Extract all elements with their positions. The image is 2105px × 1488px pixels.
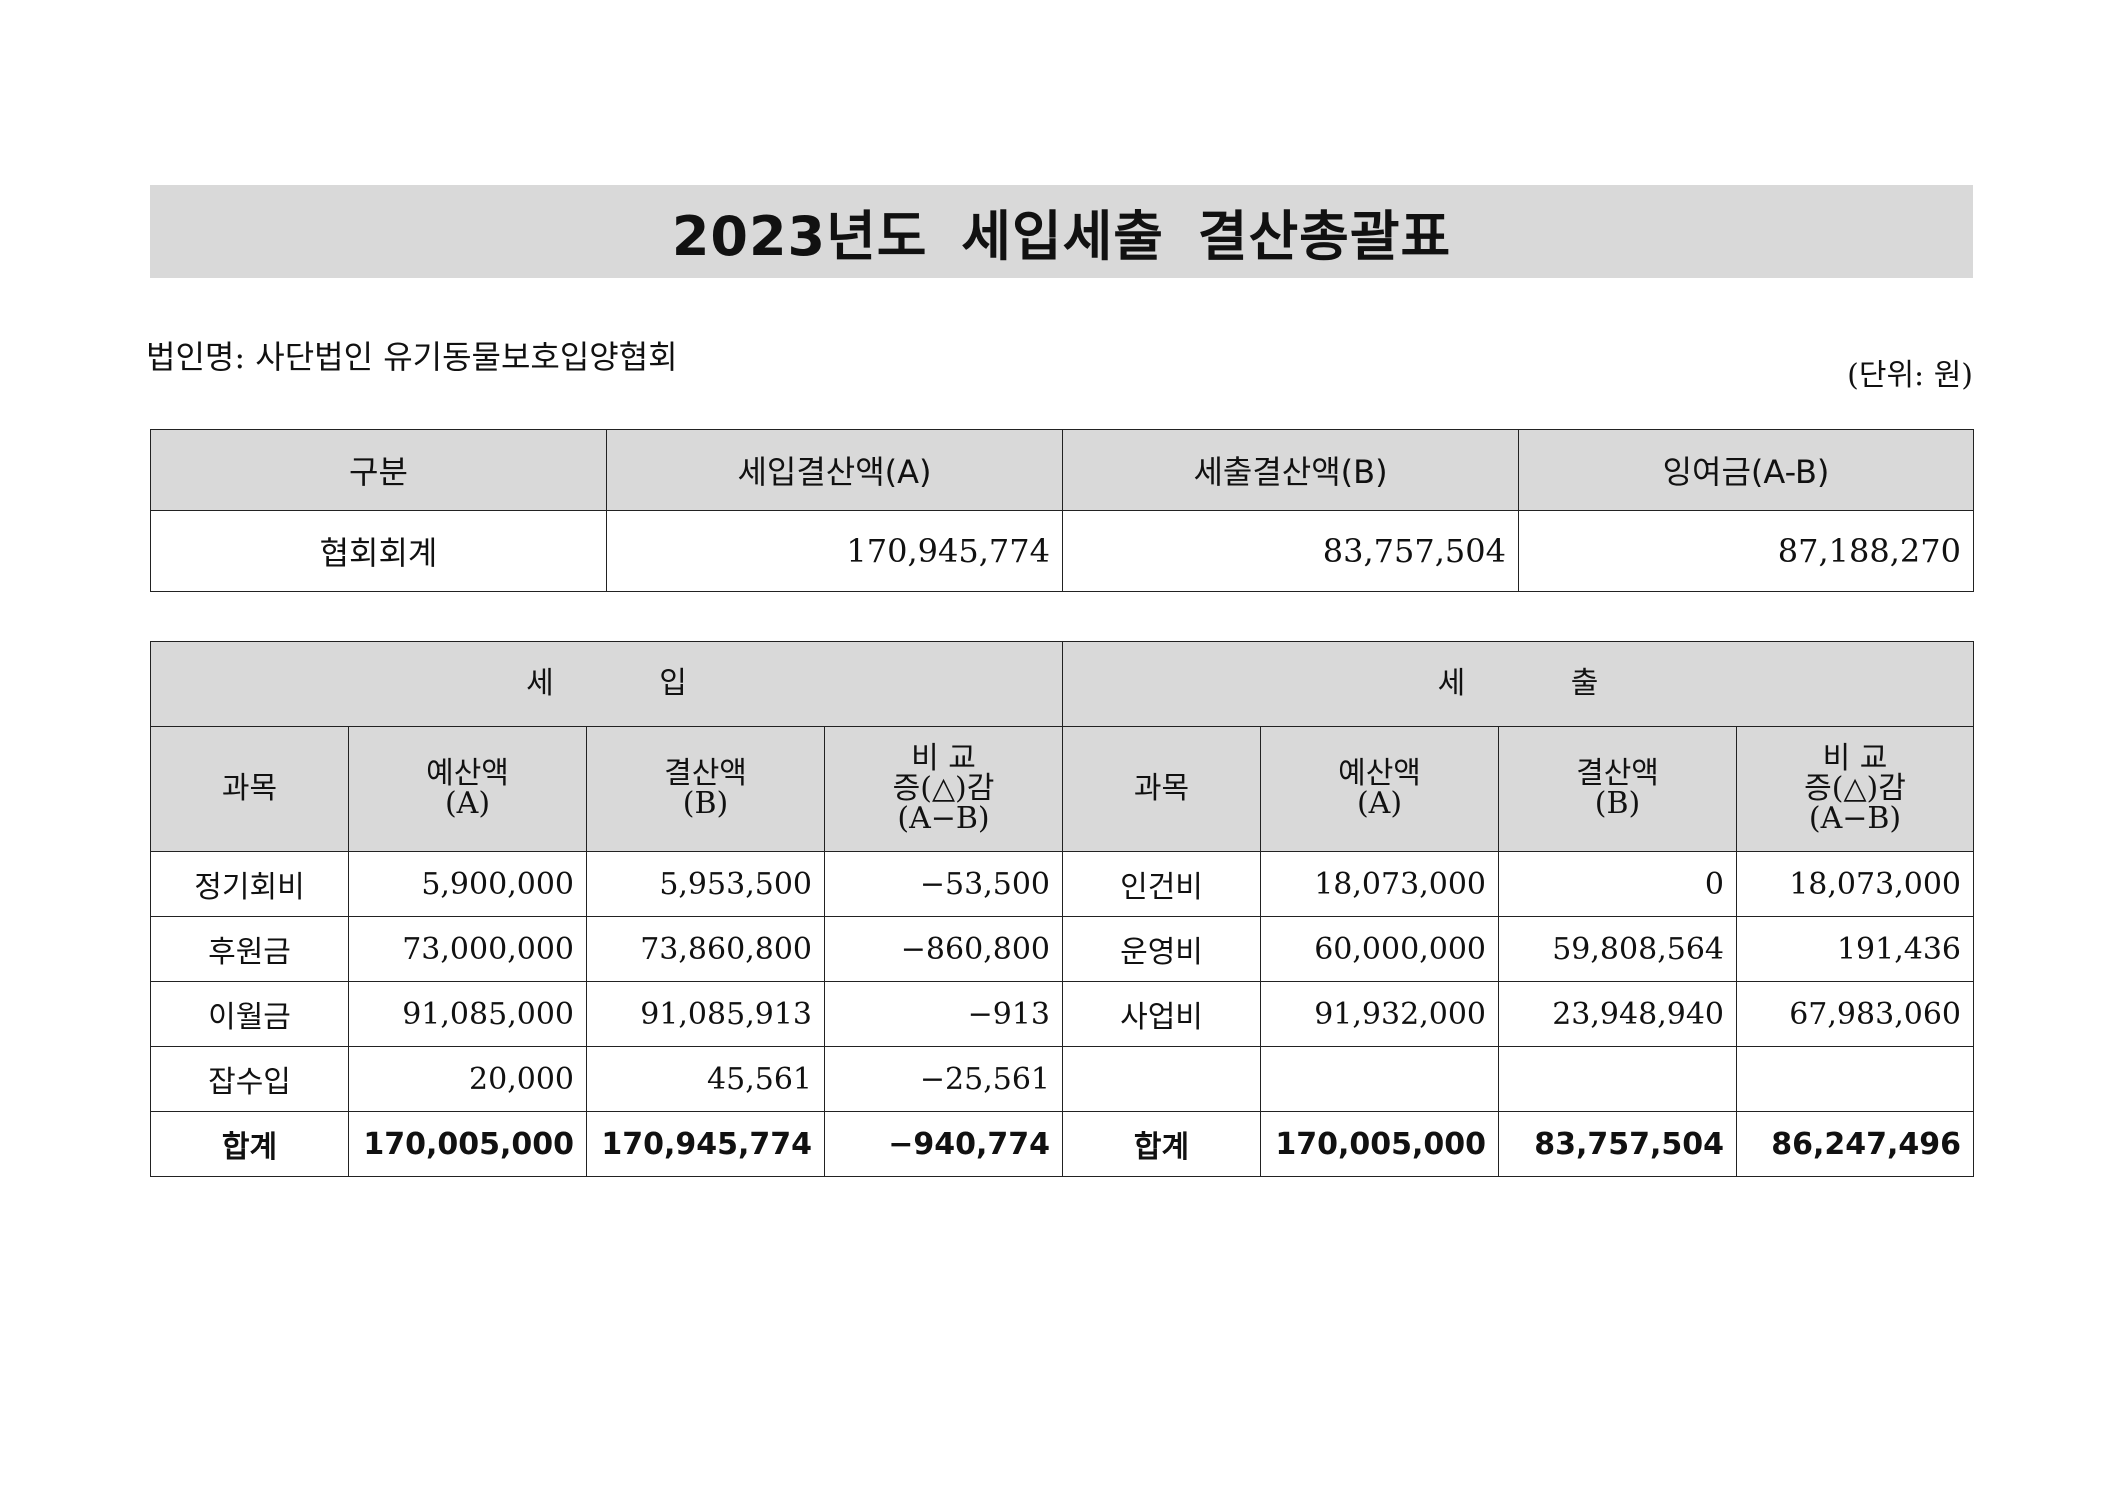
- expense-diff: [1736, 1046, 1974, 1112]
- expense-settled: 59,808,564: [1498, 916, 1737, 982]
- revenue-settled: 45,561: [586, 1046, 825, 1112]
- summary-header-expense: 세출결산액(B): [1062, 429, 1519, 511]
- table-row: 정기회비 5,900,000 5,953,500 −53,500 인건비 18,…: [150, 851, 1974, 917]
- revenue-total-budget: 170,005,000: [348, 1111, 587, 1177]
- expense-subject: 인건비: [1062, 851, 1261, 917]
- expense-group-label: 세 출: [1437, 666, 1647, 701]
- revenue-col-settled: 결산액 (B): [586, 726, 825, 852]
- revenue-settled: 91,085,913: [586, 981, 825, 1047]
- revenue-total-settled: 170,945,774: [586, 1111, 825, 1177]
- expense-diff: 18,073,000: [1736, 851, 1974, 917]
- col-diff-line1: 비 교: [911, 741, 976, 776]
- col-budget-line2: (A): [444, 786, 491, 821]
- revenue-settled: 73,860,800: [586, 916, 825, 982]
- revenue-group-header: 세 입: [150, 641, 1063, 727]
- revenue-budget: 5,900,000: [348, 851, 587, 917]
- expense-settled: [1498, 1046, 1737, 1112]
- page-title: 2023년도 세입세출 결산총괄표: [671, 205, 1452, 268]
- expense-diff: 191,436: [1736, 916, 1974, 982]
- detail-group-row: 세 입 세 출: [150, 641, 1974, 727]
- expense-settled: 23,948,940: [1498, 981, 1737, 1047]
- expense-subject: 사업비: [1062, 981, 1261, 1047]
- table-row: 잡수입 20,000 45,561 −25,561: [150, 1046, 1974, 1112]
- expense-diff: 67,983,060: [1736, 981, 1974, 1047]
- expense-subject: 운영비: [1062, 916, 1261, 982]
- summary-header-category: 구분: [150, 429, 607, 511]
- col-budget-line1: 예산액: [426, 756, 509, 791]
- revenue-subject: 잡수입: [150, 1046, 349, 1112]
- revenue-settled: 5,953,500: [586, 851, 825, 917]
- expense-budget: 60,000,000: [1260, 916, 1499, 982]
- revenue-budget: 20,000: [348, 1046, 587, 1112]
- expense-col-budget: 예산액 (A): [1260, 726, 1499, 852]
- detail-header-row: 과목 예산액 (A) 결산액 (B) 비 교 증(△)감 (A−B) 과목 예산…: [150, 726, 1974, 852]
- revenue-subject: 이월금: [150, 981, 349, 1047]
- summary-label: 협회회계: [150, 510, 607, 592]
- revenue-group-label: 세 입: [526, 666, 735, 701]
- unit-label: (단위: 원): [1847, 358, 1973, 393]
- col-diff-line2: 증(△)감: [1804, 771, 1906, 806]
- revenue-subject: 후원금: [150, 916, 349, 982]
- expense-total-settled: 83,757,504: [1498, 1111, 1737, 1177]
- col-settled-line1: 결산액: [664, 756, 747, 791]
- expense-settled: 0: [1498, 851, 1737, 917]
- col-budget-line2: (A): [1356, 786, 1403, 821]
- expense-col-settled: 결산액 (B): [1498, 726, 1737, 852]
- revenue-diff: −25,561: [824, 1046, 1063, 1112]
- total-row: 합계 170,005,000 170,945,774 −940,774 합계 1…: [150, 1111, 1974, 1177]
- col-settled-line2: (B): [682, 786, 729, 821]
- revenue-col-subject: 과목: [150, 726, 349, 852]
- summary-header-surplus: 잉여금(A-B): [1518, 429, 1974, 511]
- expense-group-header: 세 출: [1062, 641, 1974, 727]
- expense-subject: [1062, 1046, 1261, 1112]
- expense-col-subject: 과목: [1062, 726, 1261, 852]
- col-diff-line3: (A−B): [1808, 801, 1902, 836]
- col-settled-line1: 결산액: [1576, 756, 1659, 791]
- org-name: 법인명: 사단법인 유기동물보호입양협회: [146, 338, 678, 376]
- revenue-col-budget: 예산액 (A): [348, 726, 587, 852]
- expense-budget: 91,932,000: [1260, 981, 1499, 1047]
- revenue-diff: −860,800: [824, 916, 1063, 982]
- revenue-total-diff: −940,774: [824, 1111, 1063, 1177]
- summary-expense: 83,757,504: [1062, 510, 1519, 592]
- revenue-subject: 정기회비: [150, 851, 349, 917]
- col-diff-line2: 증(△)감: [892, 771, 995, 806]
- revenue-budget: 73,000,000: [348, 916, 587, 982]
- col-diff-line3: (A−B): [897, 801, 990, 836]
- expense-col-diff: 비 교 증(△)감 (A−B): [1736, 726, 1974, 852]
- expense-total-diff: 86,247,496: [1736, 1111, 1974, 1177]
- col-diff-line1: 비 교: [1822, 741, 1888, 776]
- revenue-total-label: 합계: [150, 1111, 349, 1177]
- detail-table: 세 입 세 출 과목 예산액 (A) 결산액 (B) 비 교 증(△)감 (A−…: [150, 641, 1974, 1177]
- expense-budget: 18,073,000: [1260, 851, 1499, 917]
- summary-header-row: 구분 세입결산액(A) 세출결산액(B) 잉여금(A-B): [150, 429, 1974, 511]
- revenue-diff: −913: [824, 981, 1063, 1047]
- col-budget-line1: 예산액: [1338, 756, 1421, 791]
- revenue-col-diff: 비 교 증(△)감 (A−B): [824, 726, 1063, 852]
- expense-budget: [1260, 1046, 1499, 1112]
- title-bar: 2023년도 세입세출 결산총괄표: [150, 185, 1973, 278]
- expense-total-label: 합계: [1062, 1111, 1261, 1177]
- summary-revenue: 170,945,774: [606, 510, 1063, 592]
- table-row: 후원금 73,000,000 73,860,800 −860,800 운영비 6…: [150, 916, 1974, 982]
- summary-header-revenue: 세입결산액(A): [606, 429, 1063, 511]
- summary-table: 구분 세입결산액(A) 세출결산액(B) 잉여금(A-B) 협회회계 170,9…: [150, 429, 1974, 592]
- revenue-budget: 91,085,000: [348, 981, 587, 1047]
- summary-surplus: 87,188,270: [1518, 510, 1974, 592]
- summary-row: 협회회계 170,945,774 83,757,504 87,188,270: [150, 510, 1974, 592]
- revenue-diff: −53,500: [824, 851, 1063, 917]
- expense-total-budget: 170,005,000: [1260, 1111, 1499, 1177]
- col-settled-line2: (B): [1594, 786, 1641, 821]
- table-row: 이월금 91,085,000 91,085,913 −913 사업비 91,93…: [150, 981, 1974, 1047]
